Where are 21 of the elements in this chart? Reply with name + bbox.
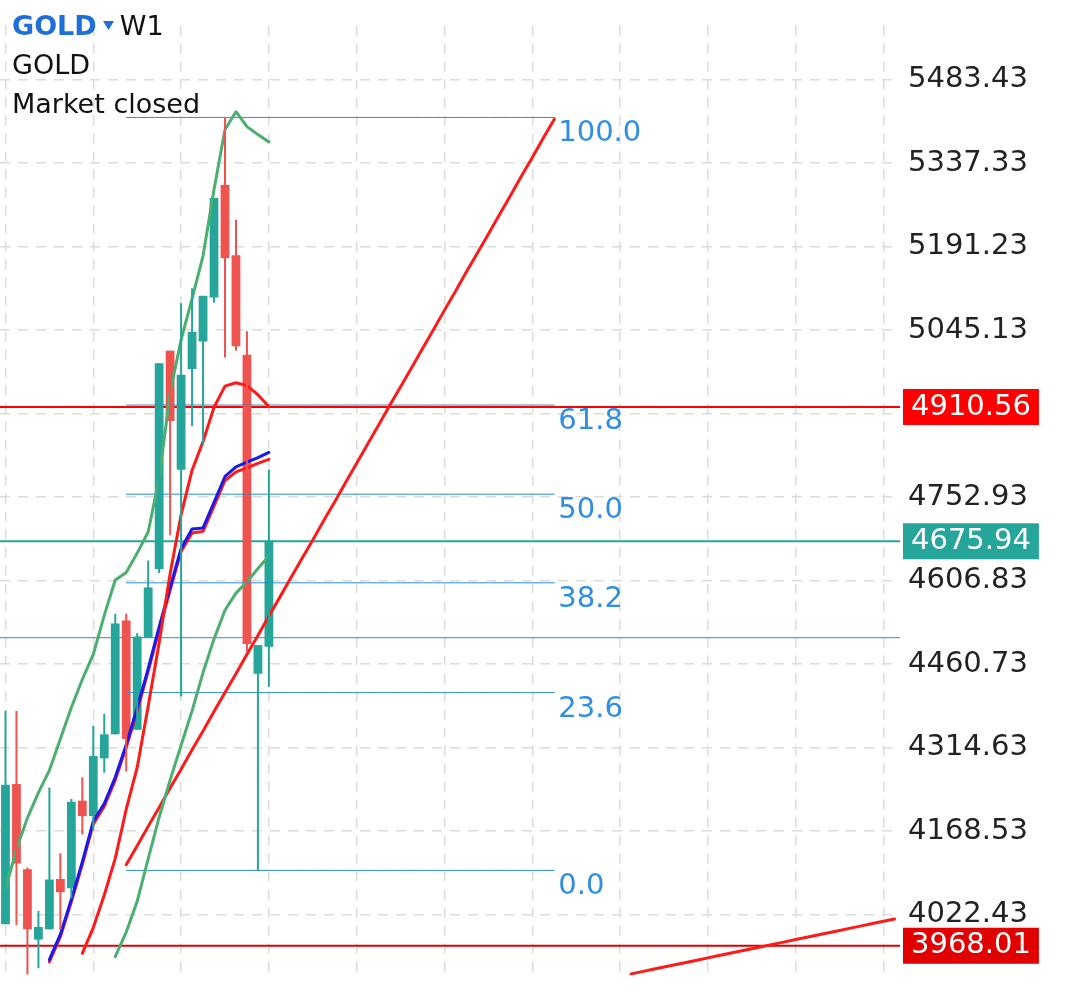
series-label: 38.2: [558, 579, 623, 614]
series-label: 100.0: [558, 114, 642, 149]
series-label: 61.8: [558, 402, 623, 437]
annotation: GOLD: [12, 48, 91, 82]
y-tick-label: 4752.93: [908, 477, 1028, 512]
ref-line-label: 4675.94: [911, 521, 1031, 556]
chart-subtitle: W1: [119, 9, 164, 43]
y-tick-label: 4606.83: [908, 561, 1028, 596]
ref-line-label: 4910.56: [911, 387, 1031, 422]
y-tick-label: 5191.23: [908, 227, 1028, 262]
y-tick-label: 5483.43: [908, 60, 1028, 94]
y-tick-label: 5045.13: [908, 310, 1028, 345]
series-label: 23.6: [558, 689, 623, 724]
annotation: Market closed: [12, 87, 201, 121]
chart-title: GOLD: [12, 9, 97, 43]
y-tick-label: 4314.63: [908, 728, 1028, 763]
y-tick-label: 4460.73: [908, 644, 1028, 679]
series-label: 0.0: [558, 867, 605, 902]
y-tick-label: 4168.53: [908, 811, 1028, 846]
y-tick-label: 5337.33: [908, 143, 1028, 178]
series-label: 50.0: [558, 491, 623, 526]
